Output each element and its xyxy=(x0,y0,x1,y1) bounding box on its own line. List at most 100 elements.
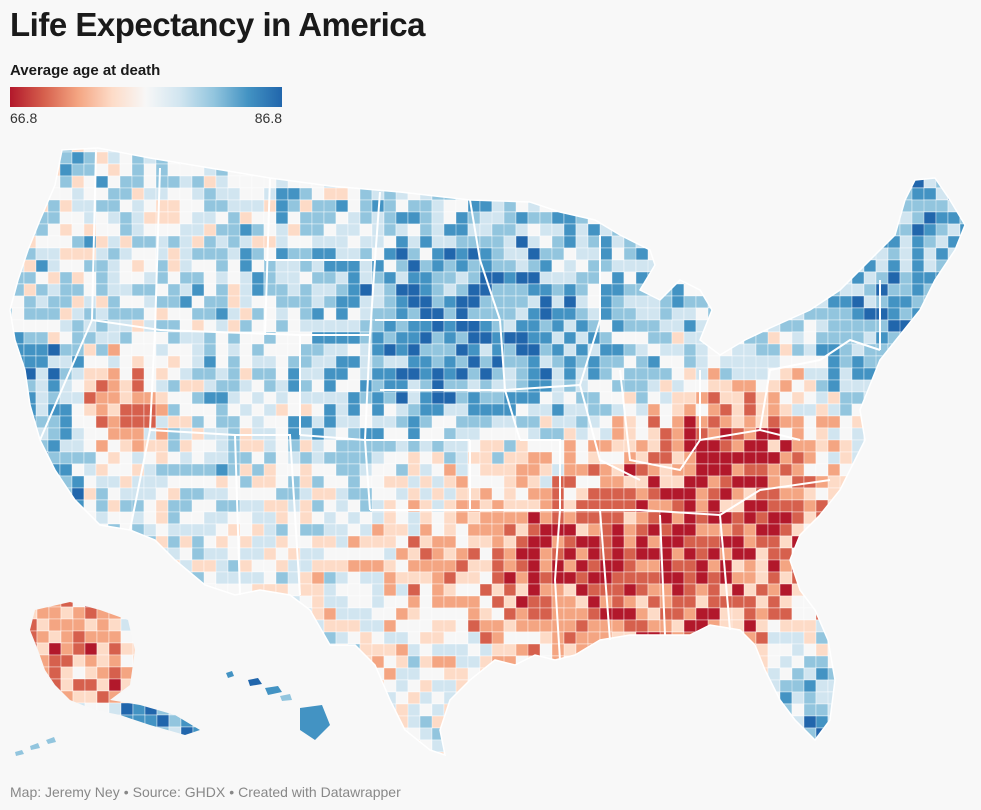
county-tile xyxy=(383,751,409,755)
county-tile xyxy=(647,691,661,705)
county-tile xyxy=(804,776,828,780)
county-tile xyxy=(191,211,205,225)
alaska-county-tile xyxy=(96,602,110,608)
county-tile xyxy=(539,211,553,225)
county-tile xyxy=(719,148,733,153)
county-tile xyxy=(107,247,121,261)
county-tile xyxy=(719,283,733,297)
county-tile xyxy=(911,583,925,597)
county-tile xyxy=(695,547,709,561)
county-tile xyxy=(467,619,481,633)
county-tile xyxy=(395,655,409,669)
county-tile xyxy=(575,607,589,621)
county-tile xyxy=(179,391,193,405)
county-tile xyxy=(47,211,61,225)
county-tile xyxy=(659,691,673,705)
county-tile xyxy=(911,427,925,441)
county-tile xyxy=(851,727,865,741)
county-tile xyxy=(71,175,85,189)
county-tile xyxy=(731,187,745,201)
county-tile xyxy=(167,751,181,755)
county-tile xyxy=(755,343,769,357)
county-tile xyxy=(731,259,745,273)
county-tile xyxy=(851,235,865,249)
county-tile xyxy=(359,379,373,393)
county-tile xyxy=(10,559,13,573)
county-tile xyxy=(239,223,253,237)
county-tile xyxy=(227,703,241,717)
county-tile xyxy=(443,727,469,741)
county-tile xyxy=(647,391,661,405)
county-tile xyxy=(947,367,965,381)
county-tile xyxy=(239,595,253,609)
county-tile xyxy=(131,283,145,297)
county-tile xyxy=(827,148,853,153)
county-tile xyxy=(479,607,493,621)
county-tile xyxy=(395,343,409,357)
county-tile xyxy=(239,319,253,333)
county-tile xyxy=(611,367,625,381)
alaska-county-tile xyxy=(72,714,86,728)
county-tile xyxy=(707,535,721,549)
county-tile xyxy=(707,751,733,755)
county-tile xyxy=(323,679,337,693)
county-tile xyxy=(827,163,853,177)
county-tile xyxy=(635,187,661,201)
alaska-county-tiles xyxy=(30,602,200,735)
county-tile xyxy=(635,148,649,153)
county-tile xyxy=(683,148,709,153)
county-tile xyxy=(959,511,965,525)
alaska-county-tile xyxy=(96,726,110,735)
county-tile xyxy=(59,703,85,717)
county-tile xyxy=(239,643,253,657)
county-tile xyxy=(575,259,589,273)
county-tile xyxy=(479,643,493,657)
county-tile xyxy=(335,571,349,585)
county-tile xyxy=(23,148,37,153)
county-tile xyxy=(35,535,61,549)
county-tile xyxy=(899,727,925,741)
county-tile xyxy=(972,212,981,224)
county-tile xyxy=(347,667,361,681)
county-tile xyxy=(191,715,217,729)
county-tile xyxy=(515,679,529,693)
county-tile xyxy=(299,583,313,597)
county-tile xyxy=(215,379,229,393)
county-tile xyxy=(11,643,25,657)
county-tile xyxy=(923,679,937,693)
county-tile xyxy=(455,199,469,213)
county-tile xyxy=(179,283,193,297)
county-tile xyxy=(191,415,205,429)
county-tile xyxy=(131,148,145,153)
county-tile xyxy=(203,715,217,729)
county-tile xyxy=(239,571,253,585)
county-tile xyxy=(779,379,793,393)
county-tile xyxy=(683,535,697,549)
county-tile xyxy=(503,175,517,189)
county-tile xyxy=(239,631,253,645)
county-tile xyxy=(419,475,433,489)
county-tile xyxy=(216,764,228,776)
county-tile xyxy=(335,367,349,381)
alaska-county-tile xyxy=(60,602,74,608)
county-tile xyxy=(659,223,673,237)
footer-separator: • xyxy=(229,784,235,800)
county-tile xyxy=(239,211,253,225)
county-tile xyxy=(803,499,817,513)
county-tile xyxy=(732,764,744,776)
alaska-county-tile xyxy=(132,714,146,728)
county-tile xyxy=(743,691,757,705)
county-tile xyxy=(215,535,229,549)
county-tile xyxy=(671,667,685,681)
county-tile xyxy=(791,271,817,285)
county-tile xyxy=(972,536,981,548)
county-tile xyxy=(323,379,337,393)
county-tile xyxy=(83,751,97,755)
county-tile xyxy=(335,379,349,393)
county-tile xyxy=(743,223,757,237)
county-tile xyxy=(539,259,553,273)
county-tile xyxy=(455,247,469,261)
county-tile xyxy=(119,163,133,177)
county-tile xyxy=(947,175,961,189)
county-tile xyxy=(767,163,793,177)
